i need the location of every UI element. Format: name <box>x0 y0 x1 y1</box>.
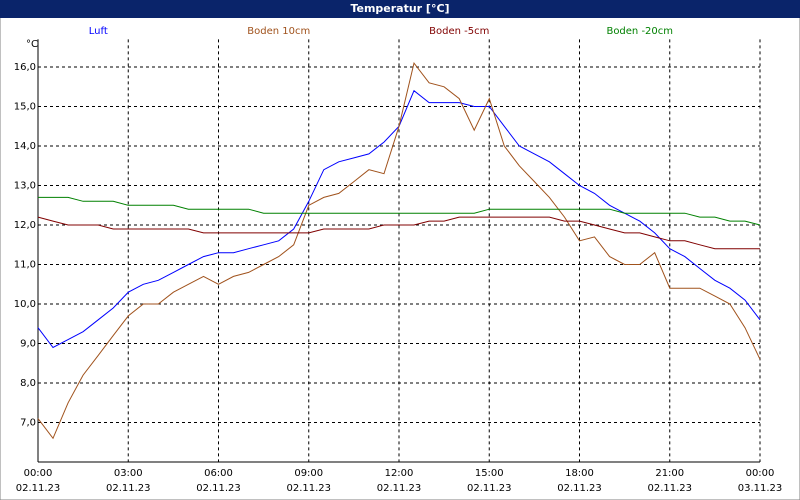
y-tick-label: 11,0 <box>14 260 36 271</box>
legend-label: Luft <box>89 26 108 37</box>
x-tick-date: 02.11.23 <box>557 483 602 494</box>
x-tick-label: 03:00 <box>114 468 143 479</box>
x-tick-label: 18:00 <box>565 468 594 479</box>
x-tick-label: 15:00 <box>475 468 504 479</box>
x-tick-date: 02.11.23 <box>647 483 692 494</box>
legend-label: Boden 10cm <box>247 26 310 37</box>
x-tick-label: 00:00 <box>746 468 775 479</box>
x-tick-label: 06:00 <box>204 468 233 479</box>
legend-label: Boden -5cm <box>429 26 489 37</box>
y-tick-label: 9,0 <box>20 339 36 350</box>
chart-title: Temperatur [°C] <box>350 2 449 15</box>
y-tick-label: 16,0 <box>14 62 36 73</box>
line-series <box>37 216 760 250</box>
x-tick-date: 02.11.23 <box>16 483 61 494</box>
x-tick-date: 03.11.23 <box>738 483 783 494</box>
y-tick-label: 8,0 <box>20 378 36 389</box>
x-tick-date: 02.11.23 <box>196 483 241 494</box>
y-tick-label: 7,0 <box>20 418 36 429</box>
y-tick-label: 15,0 <box>14 102 36 113</box>
x-tick-label: 21:00 <box>655 468 684 479</box>
x-tick-label: 12:00 <box>385 468 414 479</box>
y-tick-label: 12,0 <box>14 220 36 231</box>
x-tick-label: 00:00 <box>24 468 53 479</box>
x-tick-date: 02.11.23 <box>286 483 331 494</box>
title-bar <box>0 0 800 18</box>
legend-label: Boden -20cm <box>606 26 673 37</box>
x-tick-label: 09:00 <box>294 468 323 479</box>
line-series <box>38 196 761 226</box>
y-tick-label: 10,0 <box>14 299 36 310</box>
y-unit: °C <box>26 39 38 50</box>
x-tick-date: 02.11.23 <box>106 483 151 494</box>
x-tick-date: 02.11.23 <box>467 483 512 494</box>
y-tick-label: 14,0 <box>14 141 36 152</box>
line-series <box>37 61 761 440</box>
y-tick-label: 13,0 <box>14 181 36 192</box>
x-tick-date: 02.11.23 <box>377 483 422 494</box>
